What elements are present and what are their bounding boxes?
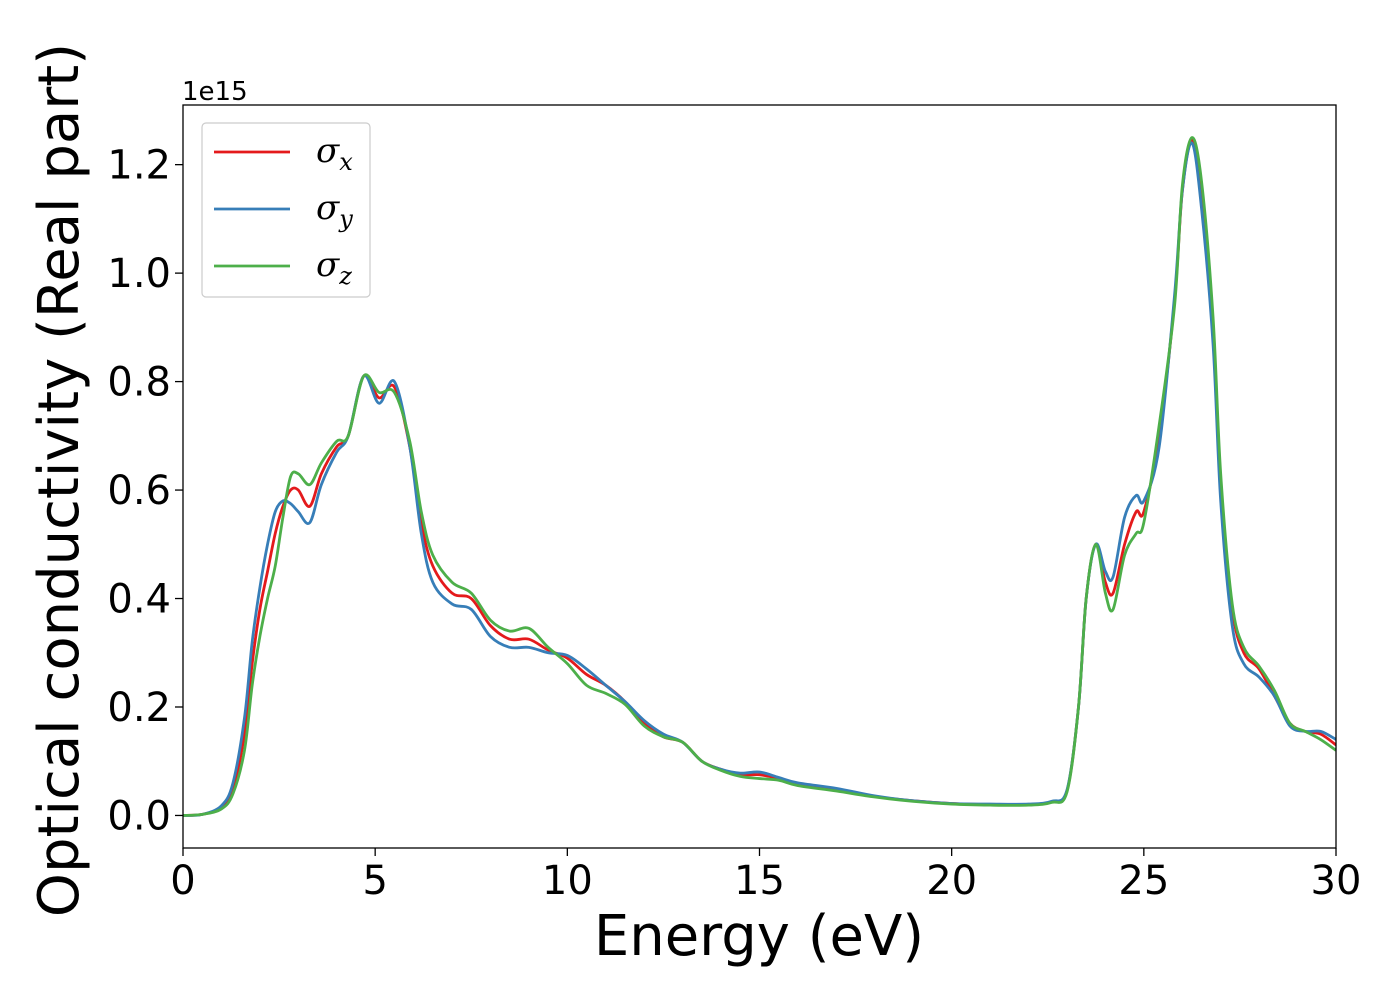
y-axis-title: Optical conductivity (Real part)	[27, 43, 92, 917]
y-tick-label: 1.0	[107, 251, 171, 297]
y-tick-label: 0.8	[107, 360, 171, 406]
x-axis-ticks: 0 5 10 15 20 25 30	[170, 848, 1361, 904]
y-tick-label: 1.2	[107, 143, 171, 189]
legend: σx σy σz	[201, 122, 371, 298]
plot-background	[183, 105, 1336, 848]
series-lines	[183, 136, 1336, 817]
x-tick-label: 15	[734, 858, 785, 904]
y-axis-offset-label: 1e15	[182, 77, 248, 107]
x-tick-label: 10	[542, 858, 593, 904]
x-tick-label: 5	[362, 858, 387, 904]
y-axis-ticks: 0.0 0.2 0.4 0.6 0.8 1.0 1.2	[107, 143, 183, 839]
x-tick-label: 20	[926, 858, 977, 904]
legend-label: σy	[316, 188, 353, 233]
y-tick-label: 0.6	[107, 468, 171, 514]
x-tick-label: 25	[1118, 858, 1169, 904]
x-tick-label: 30	[1311, 858, 1362, 904]
legend-label: σz	[316, 245, 352, 290]
x-axis-title: Energy (eV)	[594, 904, 924, 969]
legend-label: σx	[316, 131, 353, 176]
y-tick-label: 0.2	[107, 685, 171, 731]
series-line-2	[183, 141, 1336, 817]
y-tick-label: 0.0	[107, 793, 171, 839]
series-line-3	[183, 136, 1336, 817]
x-tick-label: 0	[170, 858, 195, 904]
y-tick-label: 0.4	[107, 577, 171, 623]
